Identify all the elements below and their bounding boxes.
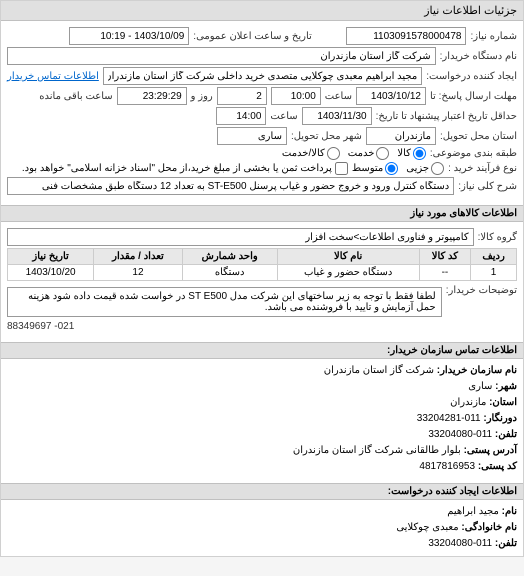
radio-service-label[interactable]: خدمت xyxy=(348,147,390,160)
c-fax: 011-33204281 xyxy=(417,413,481,424)
purchase-note-check[interactable]: پرداخت ثمن یا بخشی از مبلغ خرید،از محل "… xyxy=(22,162,348,175)
details-panel: جزئیات اطلاعات نیاز شماره نیاز: تاریخ و … xyxy=(0,0,524,557)
r-name: مجید ابراهیم xyxy=(447,506,499,517)
goods-table: ردیف کد کالا نام کالا واحد شمارش تعداد /… xyxy=(7,248,517,281)
radio-goods[interactable] xyxy=(413,147,426,160)
need-desc-field[interactable] xyxy=(7,177,454,195)
c-addr-label: آدرس پستی: xyxy=(464,445,517,456)
time-label-1: ساعت xyxy=(325,91,352,102)
c-org: شرکت گاز استان مازندران xyxy=(324,365,434,376)
td-3: دستگاه xyxy=(182,265,277,281)
contact-buyer-title: اطلاعات تماس سازمان خریدار: xyxy=(1,342,523,359)
pub-date-label: تاریخ و ساعت اعلان عمومی: xyxy=(193,31,312,42)
buyer-contact-link[interactable]: اطلاعات تماس خریدار xyxy=(7,71,99,82)
city-field[interactable] xyxy=(217,127,287,145)
requester-label: ایجاد کننده درخواست: xyxy=(426,71,517,82)
td-1: -- xyxy=(419,265,471,281)
validity-date-field[interactable] xyxy=(302,107,372,125)
deadline-label: مهلت ارسال پاسخ: تا xyxy=(430,91,517,102)
contact-req-title: اطلاعات ایجاد کننده درخواست: xyxy=(1,483,523,500)
r-phone-label: تلفن: xyxy=(495,538,517,549)
panel-title: جزئیات اطلاعات نیاز xyxy=(424,5,517,17)
subject-radio-group: کالا خدمت کالا/خدمت xyxy=(282,147,426,160)
c-prov-label: استان: xyxy=(489,397,517,408)
province-field[interactable] xyxy=(366,127,436,145)
radio-service[interactable] xyxy=(376,147,389,160)
th-5: تاریخ نیاز xyxy=(8,249,94,265)
r-name-label: نام: xyxy=(502,506,517,517)
r-phone: 011-33204080 xyxy=(428,538,492,549)
th-3: واحد شمارش xyxy=(182,249,277,265)
days-remain-field[interactable] xyxy=(217,87,267,105)
budget-label: طبقه بندی موضوعی: xyxy=(430,148,517,159)
c-addr: بلوار طالقانی شرکت گاز استان مازندران xyxy=(293,445,461,456)
notes-label: توضیحات خریدار: xyxy=(446,285,517,296)
radio-goods-label[interactable]: کالا xyxy=(397,147,426,160)
radio-goods-service-label[interactable]: کالا/خدمت xyxy=(282,147,340,160)
notes-box: لطفا فقط با توجه به زیر ساختهای این شرکت… xyxy=(7,287,442,317)
validity-time-field[interactable] xyxy=(216,107,266,125)
form-section: شماره نیاز: تاریخ و ساعت اعلان عمومی: نا… xyxy=(1,21,523,201)
deadline-date-field[interactable] xyxy=(356,87,426,105)
c-prov: مازندران xyxy=(450,397,486,408)
c-org-label: نام سازمان خریدار: xyxy=(437,365,517,376)
td-2: دستگاه حضور و غیاب xyxy=(277,265,419,281)
requester-field[interactable] xyxy=(103,67,422,85)
radio-small[interactable] xyxy=(431,162,444,175)
req-no-label: شماره نیاز: xyxy=(470,31,517,42)
c-city: ساری xyxy=(468,381,492,392)
td-0: 1 xyxy=(471,265,517,281)
contact-buyer-block: نام سازمان خریدار: شرکت گاز استان مازندر… xyxy=(1,359,523,479)
radio-goods-service[interactable] xyxy=(327,147,340,160)
location-label: استان محل تحویل: xyxy=(440,131,517,142)
th-0: ردیف xyxy=(471,249,517,265)
goods-group-label: گروه کالا: xyxy=(478,232,517,243)
goods-group-field[interactable] xyxy=(7,228,474,246)
c-postal: 4817816953 xyxy=(419,461,475,472)
c-phone-label: تلفن: xyxy=(495,429,517,440)
table-row[interactable]: 1 -- دستگاه حضور و غیاب دستگاه 12 1403/1… xyxy=(8,265,517,281)
need-desc-label: شرح کلی نیاز: xyxy=(458,181,517,192)
panel-header: جزئیات اطلاعات نیاز xyxy=(1,1,523,21)
radio-medium[interactable] xyxy=(385,162,398,175)
buyer-org-label: نام دستگاه خریدار: xyxy=(440,51,517,62)
td-4: 12 xyxy=(94,265,183,281)
validity-label: حداقل تاریخ اعتبار پیشنهاد تا تاریخ: xyxy=(376,111,517,122)
goods-section-title: اطلاعات کالاهای مورد نیاز xyxy=(1,205,523,222)
hms-remain-field[interactable] xyxy=(117,87,187,105)
td-5: 1403/10/20 xyxy=(8,265,94,281)
pub-date-field[interactable] xyxy=(69,27,189,45)
r-family-label: نام خانوادگی: xyxy=(461,522,517,533)
c-fax-label: دورنگار: xyxy=(483,413,517,424)
radio-medium-label[interactable]: متوسط xyxy=(352,162,398,175)
purchase-radio-group: جزیی متوسط xyxy=(352,162,444,175)
hms-label: ساعت باقی مانده xyxy=(39,91,112,102)
table-header-row: ردیف کد کالا نام کالا واحد شمارش تعداد /… xyxy=(8,249,517,265)
time-label-2: ساعت xyxy=(270,111,297,122)
c-postal-label: کد پستی: xyxy=(478,461,517,472)
city-label: شهر محل تحویل: xyxy=(291,131,362,142)
radio-small-label[interactable]: جزیی xyxy=(406,162,444,175)
buyer-org-field[interactable] xyxy=(7,47,436,65)
th-4: تعداد / مقدار xyxy=(94,249,183,265)
th-1: کد کالا xyxy=(419,249,471,265)
purchase-note-checkbox[interactable] xyxy=(335,162,348,175)
req-no-field[interactable] xyxy=(346,27,466,45)
c-city-label: شهر: xyxy=(495,381,517,392)
deadline-time-field[interactable] xyxy=(271,87,321,105)
contact-req-block: نام: مجید ابراهیم نام خانوادگی: معبدی چو… xyxy=(1,500,523,556)
r-family: معبدی چوکلایی xyxy=(396,522,458,533)
phone-bottom: 021- 88349697 xyxy=(7,321,74,332)
th-2: نام کالا xyxy=(277,249,419,265)
c-phone: 011-33204080 xyxy=(428,429,492,440)
days-label: روز و xyxy=(191,91,213,102)
purchase-type-label: نوع فرآیند خرید : xyxy=(448,163,517,174)
